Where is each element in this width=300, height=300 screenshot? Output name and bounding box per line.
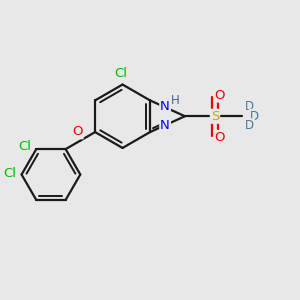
Text: Cl: Cl <box>115 67 128 80</box>
Text: Cl: Cl <box>3 167 16 180</box>
Text: O: O <box>72 125 83 138</box>
Text: S: S <box>211 110 219 123</box>
Text: N: N <box>160 100 170 113</box>
Text: D: D <box>245 119 254 132</box>
Text: N: N <box>160 119 170 132</box>
Text: D: D <box>250 110 259 123</box>
Text: O: O <box>214 88 225 102</box>
Text: Cl: Cl <box>19 140 32 153</box>
Text: H: H <box>171 94 180 106</box>
Text: D: D <box>245 100 254 113</box>
Text: O: O <box>214 131 225 144</box>
